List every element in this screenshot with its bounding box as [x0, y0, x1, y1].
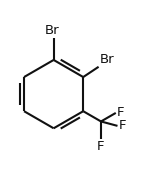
Text: Br: Br: [45, 24, 59, 37]
Text: F: F: [117, 106, 125, 119]
Text: F: F: [97, 140, 105, 153]
Text: F: F: [119, 119, 126, 132]
Text: Br: Br: [99, 53, 114, 66]
